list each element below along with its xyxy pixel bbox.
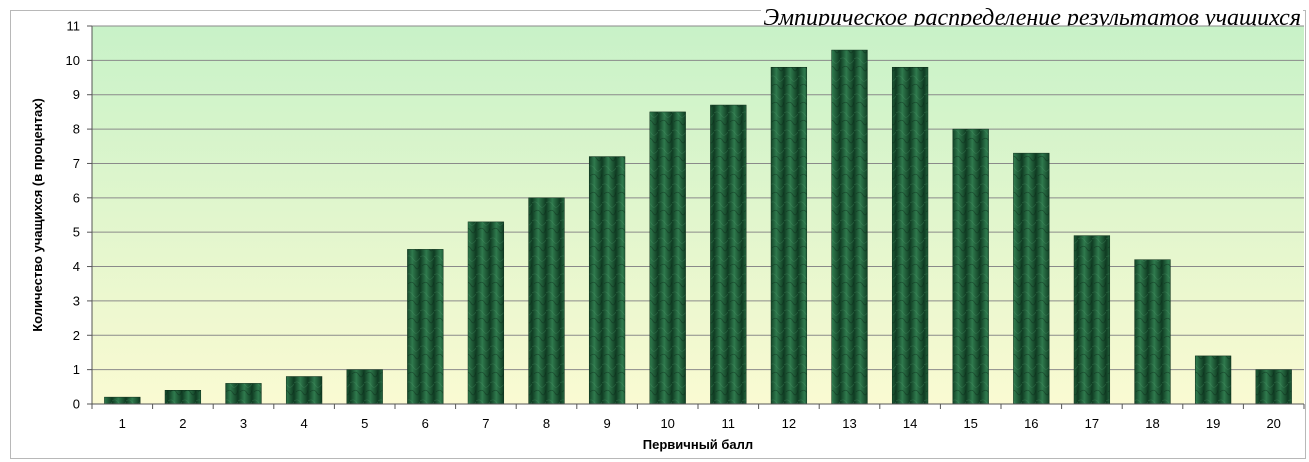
bar [407, 249, 444, 405]
bar [285, 376, 323, 405]
y-tick-label: 5 [73, 225, 80, 240]
y-tick-label: 2 [73, 328, 80, 343]
x-tick-label: 15 [963, 416, 977, 431]
x-tick-label: 19 [1206, 416, 1220, 431]
x-tick-label: 14 [903, 416, 917, 431]
bar [649, 111, 686, 405]
bar [831, 49, 868, 405]
x-tick-label: 17 [1085, 416, 1099, 431]
y-tick-label: 8 [73, 122, 80, 137]
y-tick-label: 6 [73, 190, 80, 205]
bar [952, 128, 989, 405]
y-axis-title: Количество учащихся (в процентах) [30, 98, 45, 332]
bar [588, 156, 626, 405]
x-tick-label: 12 [782, 416, 796, 431]
x-tick-label: 5 [361, 416, 368, 431]
axes [91, 26, 1305, 409]
bar [528, 197, 565, 405]
bar [164, 390, 202, 405]
x-axis-title: Первичный балл [643, 437, 753, 452]
bar [1255, 369, 1292, 405]
y-tick-label: 11 [67, 19, 81, 34]
y-tick-label: 1 [73, 362, 80, 377]
x-tick-label: 18 [1145, 416, 1159, 431]
bar [104, 396, 141, 405]
y-tick-label: 3 [73, 293, 80, 308]
bar [1134, 259, 1171, 405]
x-tick-label: 16 [1024, 416, 1038, 431]
y-tick-label: 9 [73, 87, 80, 102]
x-tick-label: 4 [300, 416, 307, 431]
bar [225, 383, 262, 405]
x-tick-labels: 1 2 3 4 5 6 7 8 9 10 11 12 13 14 15 16 17 18 19 20 [119, 416, 1281, 431]
x-tick-label: 10 [660, 416, 674, 431]
x-tick-label: 6 [422, 416, 429, 431]
y-tick-label: 0 [73, 397, 80, 412]
y-tick-labels: 0 1 2 3 4 5 6 7 8 9 10 11 [66, 19, 80, 412]
x-tick-label: 2 [179, 416, 186, 431]
bar [467, 221, 505, 405]
x-tick-label: 11 [722, 416, 736, 431]
y-tick-label: 4 [73, 259, 80, 274]
x-tick-label: 3 [240, 416, 247, 431]
x-tick-label: 1 [119, 416, 126, 431]
bar [710, 104, 747, 405]
bar [770, 66, 808, 405]
y-tick-label: 7 [73, 156, 80, 171]
x-tick-label: 8 [543, 416, 550, 431]
x-tick-label: 20 [1266, 416, 1280, 431]
bar [1194, 355, 1232, 405]
bar [1073, 235, 1111, 405]
x-tick-label: 7 [482, 416, 489, 431]
x-tick-label: 13 [842, 416, 856, 431]
bar [346, 369, 383, 405]
plot-area [92, 26, 1304, 404]
bars [104, 49, 1292, 405]
x-tick-label: 9 [603, 416, 610, 431]
bar [1013, 152, 1050, 405]
y-tick-label: 10 [66, 53, 80, 68]
bar [891, 66, 929, 405]
